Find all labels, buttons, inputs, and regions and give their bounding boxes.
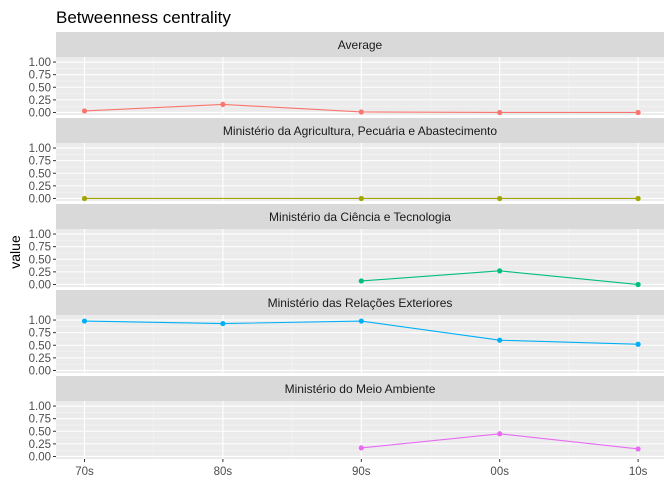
y-tick-label: 0.25 (29, 353, 51, 365)
facet-panel: Ministério da Ciência e Tecnologia0.000.… (29, 204, 664, 291)
y-tick-label: 0.75 (29, 242, 51, 254)
y-tick-label: 0.50 (29, 168, 51, 180)
data-point (358, 445, 364, 451)
facet-strip (56, 376, 664, 401)
data-point (497, 268, 503, 274)
data-point (635, 446, 641, 452)
y-tick-label: 1.00 (29, 315, 51, 327)
facet-strip-label: Average (338, 38, 383, 52)
chart-title: Betweenness centrality (56, 8, 231, 27)
data-point (358, 195, 364, 202)
data-point (635, 195, 641, 202)
data-point (220, 320, 226, 327)
data-point (220, 101, 226, 108)
data-point (81, 195, 88, 202)
y-tick-label: 0.25 (29, 95, 51, 107)
facet-panel: Ministério da Agricultura, Pecuária e Ab… (29, 118, 664, 205)
x-tick-label: 00s (490, 466, 509, 478)
panel-background (56, 57, 664, 115)
y-tick-label: 0.75 (29, 328, 51, 340)
y-tick-label: 0.50 (29, 426, 51, 438)
y-tick-label: 0.00 (29, 365, 51, 377)
data-point (635, 109, 641, 116)
facet-strip-label: Ministério da Agricultura, Pecuária e Ab… (223, 124, 497, 138)
y-tick-label: 0.00 (29, 107, 51, 119)
y-tick-label: 1.00 (29, 57, 51, 69)
x-tick-label: 70s (75, 466, 94, 478)
y-tick-label: 1.00 (29, 229, 51, 241)
data-point (635, 341, 641, 347)
facet-strip (56, 204, 664, 229)
facet-panel: Average 0.000.250.500.751.00 (29, 32, 664, 119)
facet-strip-label: Ministério da Ciência e Tecnologia (269, 210, 451, 224)
data-point (497, 431, 503, 437)
y-axis-title: value (7, 235, 23, 269)
data-point (635, 281, 641, 288)
y-tick-label: 0.75 (29, 70, 51, 82)
y-tick-label: 0.00 (29, 279, 51, 291)
data-point (358, 109, 364, 115)
y-tick-label: 0.50 (29, 82, 51, 94)
y-tick-label: 0.50 (29, 340, 51, 352)
y-tick-label: 0.00 (29, 451, 51, 463)
data-point (81, 108, 88, 114)
facet-strip (56, 118, 664, 143)
y-tick-label: 0.75 (29, 414, 51, 426)
x-tick-label: 80s (214, 466, 233, 478)
y-tick-label: 0.25 (29, 439, 51, 451)
panel-background (56, 315, 664, 373)
data-point (497, 195, 503, 202)
x-tick-label: 10s (629, 466, 648, 478)
panel-background (56, 143, 664, 201)
x-tick-label: 90s (352, 466, 371, 478)
y-tick-label: 0.50 (29, 254, 51, 266)
data-point (81, 318, 88, 324)
y-tick-label: 1.00 (29, 401, 51, 413)
y-tick-label: 0.75 (29, 156, 51, 168)
y-tick-label: 0.25 (29, 267, 51, 279)
facet-strip-label: Ministério das Relações Exteriores (268, 296, 453, 310)
facet-strip-label: Ministério do Meio Ambiente (285, 382, 436, 396)
data-point (358, 278, 364, 284)
y-tick-label: 1.00 (29, 143, 51, 155)
facet-panel: Ministério do Meio Ambiente 0.000.250.500… (29, 376, 664, 463)
x-axis-ticks: 70s 80s 90s 00s 10s (75, 459, 648, 478)
data-point (497, 109, 503, 116)
data-point (358, 318, 364, 324)
y-tick-label: 0.00 (29, 193, 51, 205)
facet-strip (56, 32, 664, 57)
facet-panel: Ministério das Relações Exteriores0.000.… (29, 290, 664, 377)
facet-strip (56, 290, 664, 315)
y-tick-label: 0.25 (29, 181, 51, 193)
data-point (497, 337, 503, 343)
